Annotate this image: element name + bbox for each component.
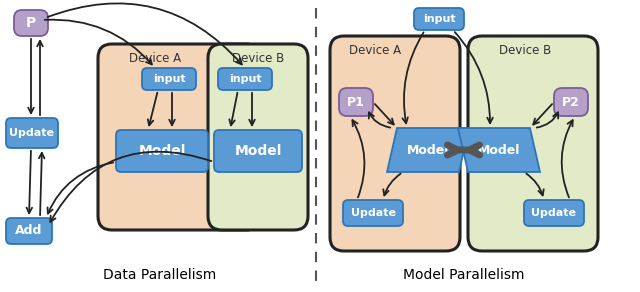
Text: Device A: Device A bbox=[129, 52, 181, 65]
FancyBboxPatch shape bbox=[6, 118, 58, 148]
FancyBboxPatch shape bbox=[343, 200, 403, 226]
Text: Model: Model bbox=[138, 144, 186, 158]
Text: input: input bbox=[422, 14, 455, 24]
FancyBboxPatch shape bbox=[142, 68, 196, 90]
FancyBboxPatch shape bbox=[218, 68, 272, 90]
FancyBboxPatch shape bbox=[524, 200, 584, 226]
Text: Device A: Device A bbox=[349, 44, 401, 57]
Text: Add: Add bbox=[15, 225, 43, 237]
Text: Model Parallelism: Model Parallelism bbox=[403, 268, 525, 282]
FancyBboxPatch shape bbox=[468, 36, 598, 251]
FancyBboxPatch shape bbox=[330, 36, 460, 251]
FancyBboxPatch shape bbox=[14, 10, 48, 36]
Text: P1: P1 bbox=[347, 95, 365, 109]
FancyBboxPatch shape bbox=[339, 88, 373, 116]
FancyBboxPatch shape bbox=[554, 88, 588, 116]
Text: Update: Update bbox=[10, 128, 54, 138]
FancyBboxPatch shape bbox=[214, 130, 302, 172]
FancyBboxPatch shape bbox=[6, 218, 52, 244]
Text: input: input bbox=[153, 74, 186, 84]
Text: P2: P2 bbox=[562, 95, 580, 109]
Text: Model: Model bbox=[478, 143, 520, 157]
Text: Device B: Device B bbox=[499, 44, 551, 57]
Text: Update: Update bbox=[351, 208, 396, 218]
FancyBboxPatch shape bbox=[414, 8, 464, 30]
Polygon shape bbox=[387, 128, 469, 172]
Text: Model: Model bbox=[407, 143, 449, 157]
Text: Update: Update bbox=[531, 208, 577, 218]
Text: Data Parallelism: Data Parallelism bbox=[104, 268, 216, 282]
Text: Device B: Device B bbox=[232, 52, 284, 65]
Text: input: input bbox=[228, 74, 261, 84]
FancyBboxPatch shape bbox=[98, 44, 260, 230]
FancyBboxPatch shape bbox=[208, 44, 308, 230]
Polygon shape bbox=[458, 128, 540, 172]
FancyBboxPatch shape bbox=[116, 130, 208, 172]
Text: P: P bbox=[26, 16, 36, 30]
Text: Model: Model bbox=[234, 144, 282, 158]
